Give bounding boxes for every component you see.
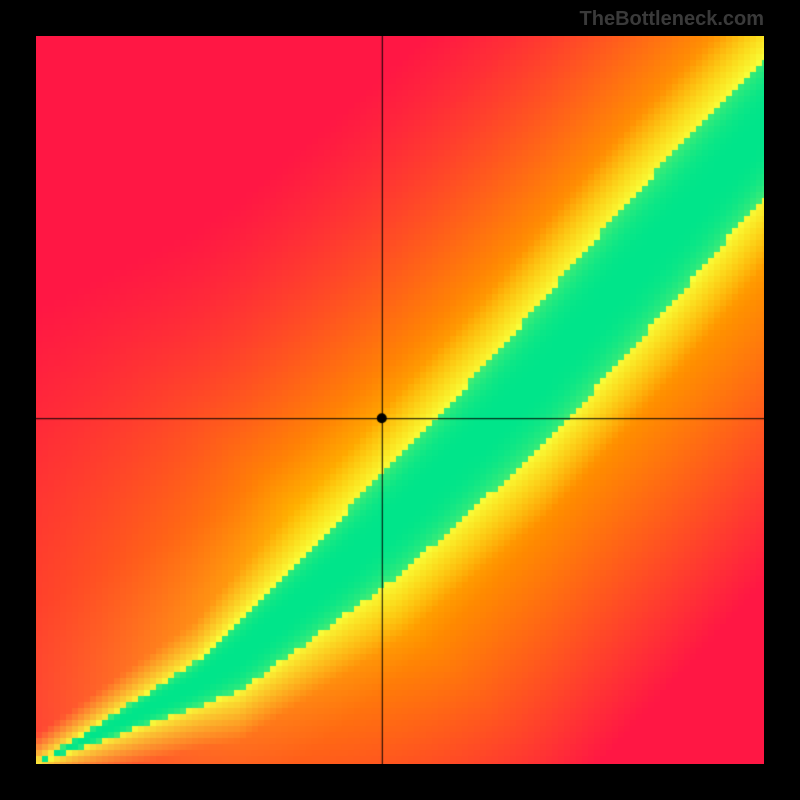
watermark-text: TheBottleneck.com [580,8,764,31]
heatmap-plot [36,36,764,764]
chart-container: TheBottleneck.com [0,0,800,800]
heatmap-canvas [36,36,764,764]
